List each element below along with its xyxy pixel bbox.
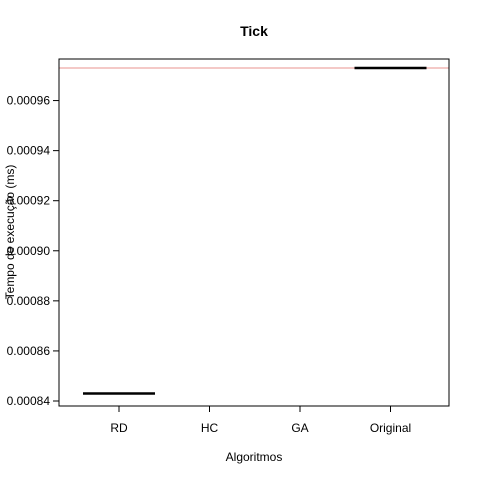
y-tick-label: 0.00084 — [7, 394, 51, 408]
chart-title: Tick — [240, 23, 268, 39]
y-tick-label: 0.00096 — [7, 94, 51, 108]
x-tick-label: Original — [370, 421, 411, 435]
x-tick-label: GA — [291, 421, 308, 435]
x-tick-label: HC — [201, 421, 219, 435]
x-axis: RD HC GA Original — [110, 406, 411, 435]
x-tick-label: RD — [110, 421, 128, 435]
y-tick-label: 0.00090 — [7, 244, 51, 258]
plot-frame — [58, 58, 450, 407]
y-axis-label: Tempo de execução (ms) — [3, 165, 17, 300]
y-tick-label: 0.00086 — [7, 344, 51, 358]
y-tick-label: 0.00092 — [7, 194, 51, 208]
y-axis: 0.00084 0.00086 0.00088 0.00090 0.00092 0.000… — [7, 94, 60, 408]
y-tick-label: 0.00088 — [7, 294, 51, 308]
x-axis-label: Algoritmos — [226, 450, 283, 464]
y-tick-label: 0.00094 — [7, 144, 51, 158]
box-marks-layer — [83, 66, 427, 395]
